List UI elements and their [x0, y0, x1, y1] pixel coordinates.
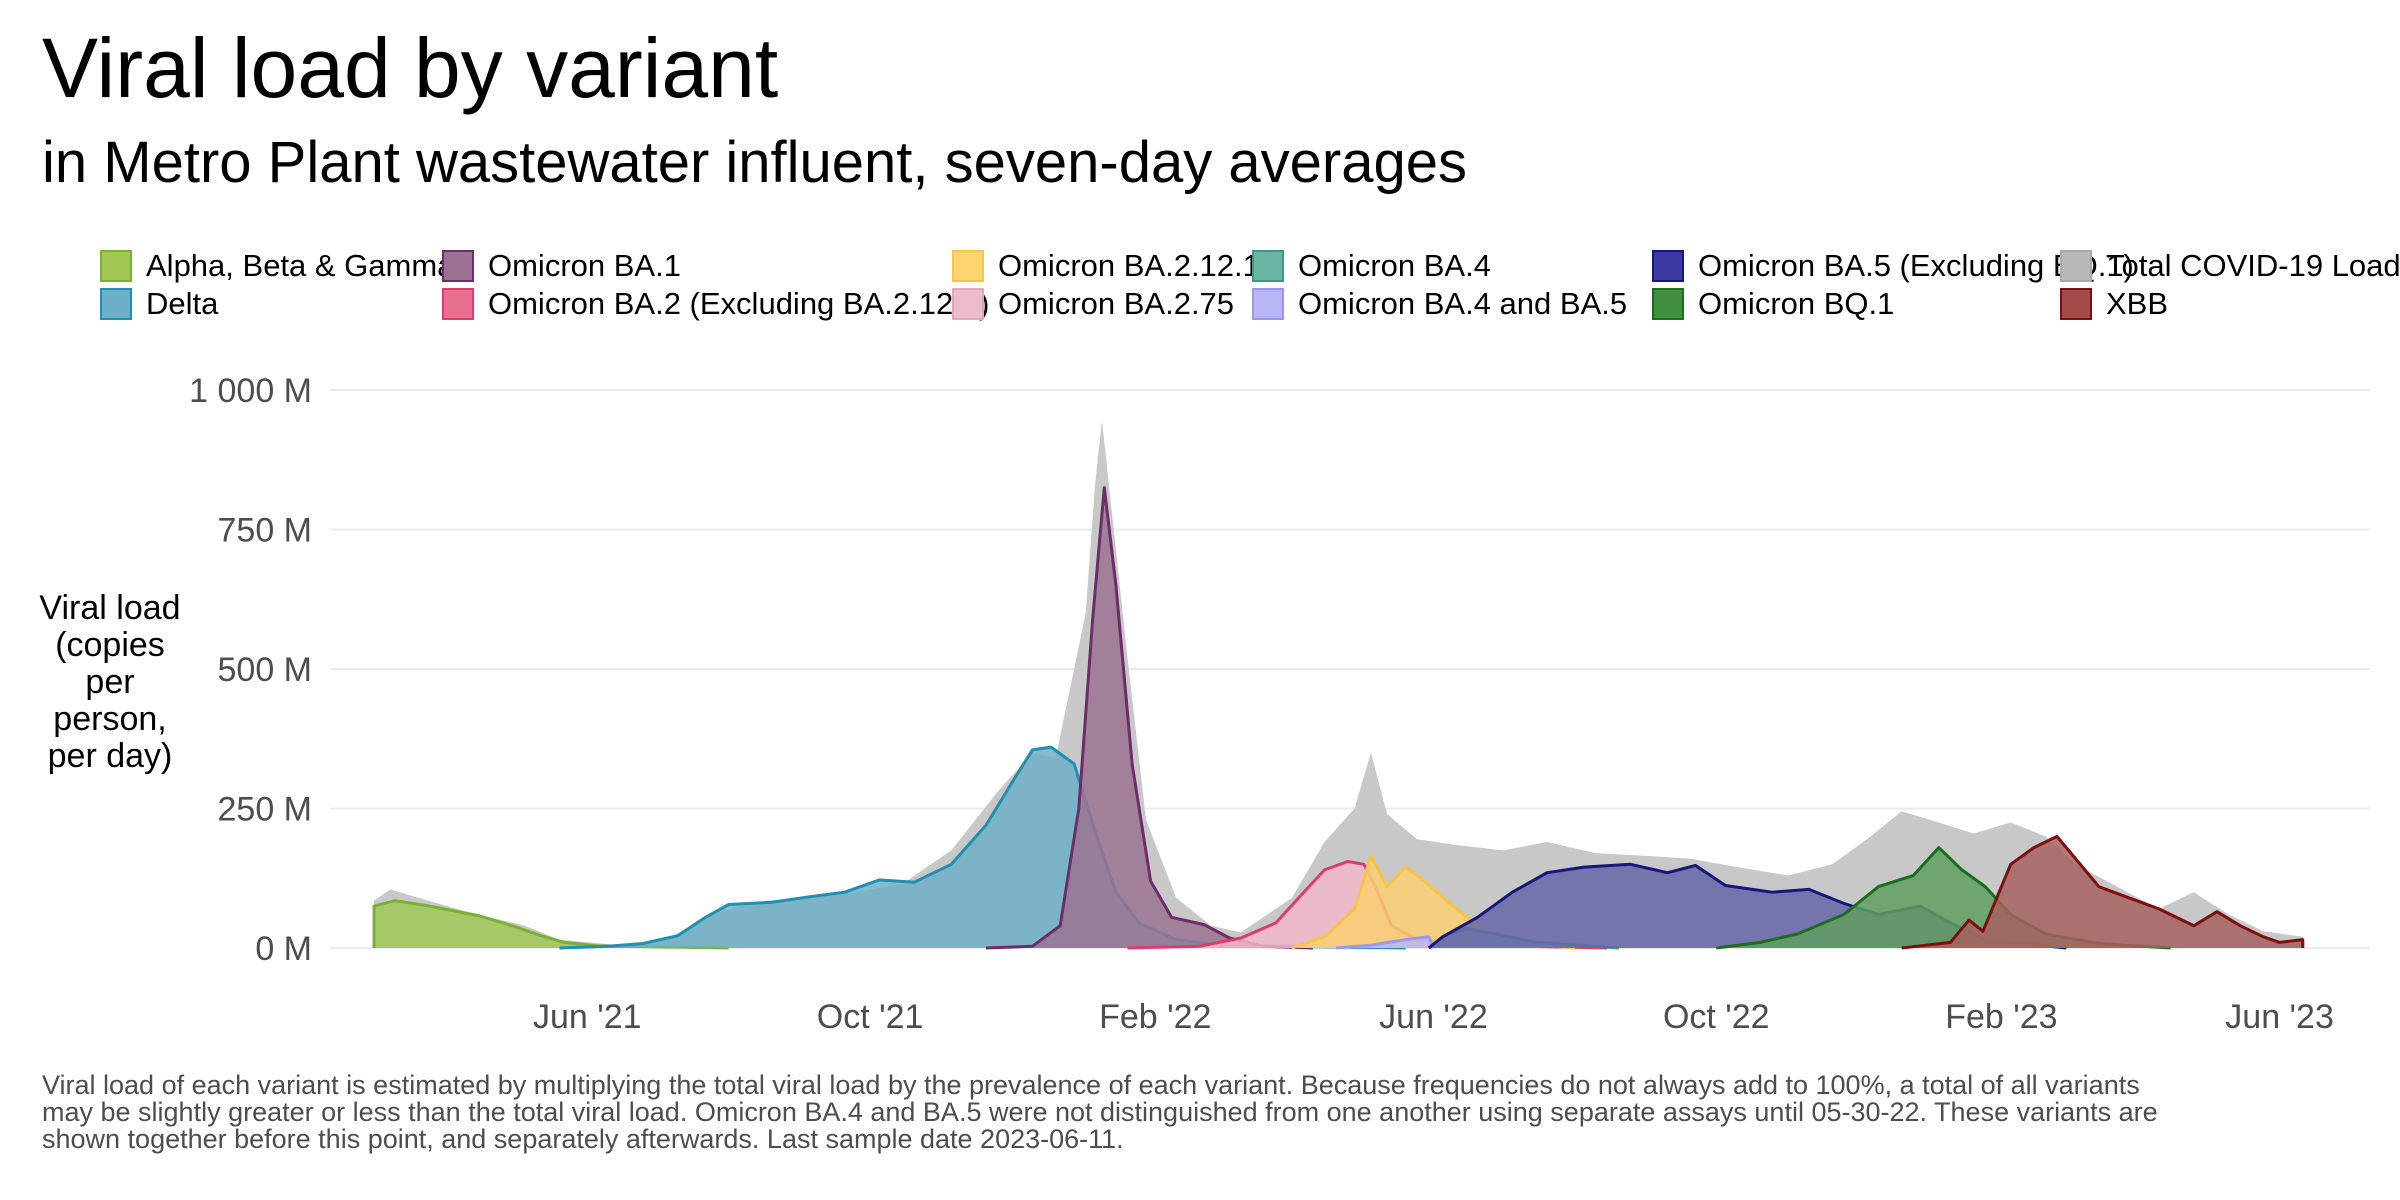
- y-axis-label-line: (copies: [55, 626, 165, 664]
- legend-swatch: [100, 250, 132, 282]
- legend-swatch: [2060, 288, 2092, 320]
- legend-swatch: [2060, 250, 2092, 282]
- legend-label: Omicron BA.2 (Excluding BA.2.12.1): [488, 286, 990, 321]
- chart-subtitle: in Metro Plant wastewater influent, seve…: [42, 130, 1467, 195]
- y-axis-label-line: per: [85, 663, 135, 701]
- legend-swatch: [1252, 288, 1284, 320]
- legend-label: Omicron BA.2.75: [998, 286, 1235, 321]
- legend-swatch: [100, 288, 132, 320]
- y-tick-label: 0 M: [255, 930, 312, 968]
- x-tick-label: Jun '22: [1379, 998, 1488, 1036]
- chart-legend: Alpha, Beta & Gamma Delta Omicron BA.1 Omic…: [100, 248, 2400, 328]
- legend-label: Omicron BA.2.12.1: [998, 248, 1260, 283]
- legend-item: Omicron BQ.1: [1652, 286, 1894, 322]
- legend-swatch: [952, 288, 984, 320]
- y-axis-label-line: per day): [47, 737, 173, 775]
- legend-label: Total COVID-19 Load: [2106, 248, 2400, 283]
- y-tick-label: 500 M: [218, 651, 313, 689]
- legend-item: Delta: [100, 286, 218, 322]
- legend-item: Omicron BA.4 and BA.5: [1252, 286, 1627, 322]
- legend-swatch: [1652, 250, 1684, 282]
- legend-item: XBB: [2060, 286, 2168, 322]
- y-axis-label: Viral load (copies per person, per day): [20, 590, 200, 775]
- series-line: [985, 486, 1313, 950]
- y-tick-label: 250 M: [218, 791, 313, 829]
- series-area: [1292, 855, 1575, 948]
- legend-swatch: [1652, 288, 1684, 320]
- legend-swatch: [442, 250, 474, 282]
- legend-item: Omicron BA.1: [442, 248, 681, 284]
- legend-label: Omicron BQ.1: [1698, 286, 1895, 321]
- series-area: [1901, 836, 2303, 948]
- legend-label: Delta: [146, 286, 219, 321]
- legend-item: Omicron BA.2 (Excluding BA.2.12.1): [442, 286, 989, 322]
- series-line: [1335, 935, 1435, 950]
- y-tick-label: 750 M: [218, 512, 313, 550]
- x-tick-label: Oct '22: [1663, 998, 1770, 1036]
- legend-label: Alpha, Beta & Gamma: [146, 248, 455, 283]
- y-axis-label-line: Viral load: [39, 589, 181, 627]
- chart-footnote: Viral load of each variant is estimated …: [42, 1070, 2158, 1154]
- legend-label: Omicron BA.4 and BA.5: [1298, 286, 1628, 321]
- chart-plot: 0 M 250 M 500 M 750 M 1 000 M Jun '21 Oct '21 F…: [189, 372, 2370, 1036]
- legend-label: Omicron BA.4: [1298, 248, 1491, 283]
- legend-item: Omicron BA.4: [1252, 248, 1491, 284]
- y-axis-label-line: person,: [53, 700, 167, 738]
- legend-swatch: [442, 288, 474, 320]
- chart-title: Viral load by variant: [42, 21, 779, 115]
- legend-swatch: [1252, 250, 1284, 282]
- series-area: [1716, 847, 2171, 948]
- x-tick-label: Feb '23: [1945, 998, 2057, 1036]
- series-line: [1901, 834, 2305, 950]
- series-area: [559, 747, 1406, 948]
- series-area: [374, 900, 729, 948]
- x-tick-label: Jun '21: [533, 998, 642, 1036]
- x-tick-label: Feb '22: [1099, 998, 1211, 1036]
- legend-label: XBB: [2106, 286, 2169, 321]
- x-tick-label: Oct '21: [817, 998, 924, 1036]
- legend-label: Omicron BA.1: [488, 248, 681, 283]
- legend-swatch: [952, 250, 984, 282]
- legend-item: Total COVID-19 Load: [2060, 248, 2400, 284]
- legend-item: Omicron BA.2.12.1: [952, 248, 1260, 284]
- legend-item: Alpha, Beta & Gamma: [100, 248, 454, 284]
- y-tick-label: 1 000 M: [189, 372, 312, 410]
- x-tick-label: Jun '23: [2225, 998, 2334, 1036]
- legend-item: Omicron BA.2.75: [952, 286, 1234, 322]
